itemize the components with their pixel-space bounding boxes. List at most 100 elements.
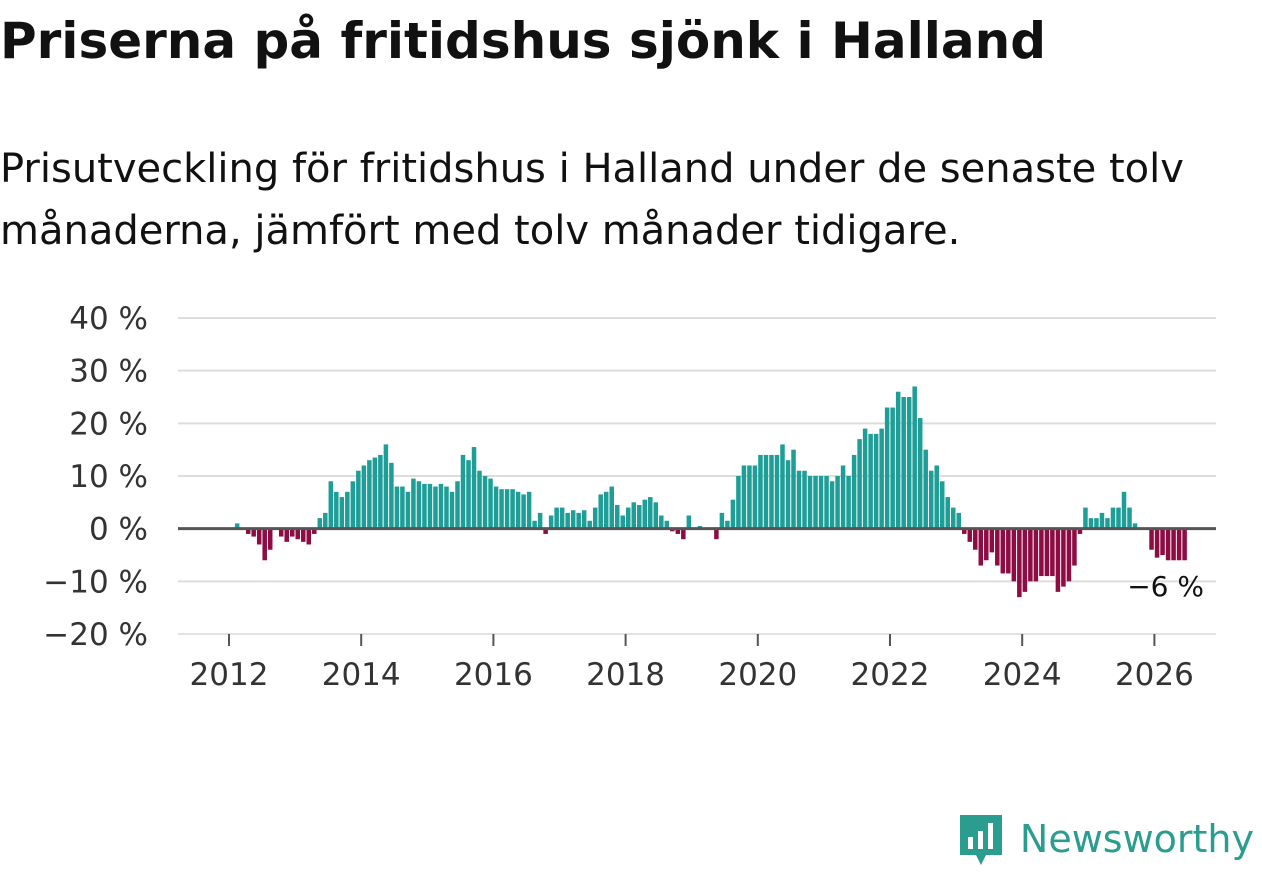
bar	[868, 433, 873, 529]
bar	[962, 528, 967, 534]
bar	[1083, 507, 1088, 529]
bar	[774, 454, 780, 529]
bar	[1011, 528, 1017, 582]
bar	[317, 518, 323, 529]
x-tick-label: 2026	[1115, 657, 1194, 693]
bar	[631, 502, 637, 529]
bar	[372, 457, 378, 529]
bar	[378, 454, 383, 529]
bar	[802, 470, 807, 529]
bar	[383, 444, 389, 529]
bar	[675, 528, 681, 534]
bar	[1121, 491, 1127, 529]
bar	[427, 483, 433, 529]
bar	[989, 528, 995, 553]
bar	[1132, 523, 1138, 529]
bar	[1050, 528, 1055, 577]
bar	[752, 465, 758, 529]
bar	[939, 481, 945, 529]
bar	[1044, 528, 1050, 577]
y-tick-label: 40 %	[69, 301, 148, 337]
bar	[598, 494, 603, 529]
newsworthy-logo-icon	[959, 815, 1002, 865]
bar	[807, 476, 813, 529]
bar	[504, 489, 510, 529]
bar	[499, 489, 504, 529]
bar	[306, 528, 312, 545]
bar	[714, 528, 719, 540]
bar	[466, 460, 471, 529]
bar	[785, 460, 791, 529]
brand-logo: Newsworthy	[956, 811, 1254, 867]
bar	[515, 491, 521, 529]
bar	[917, 418, 923, 529]
bar	[659, 515, 664, 529]
bar	[256, 528, 262, 545]
bar	[978, 528, 984, 566]
bar	[928, 470, 934, 529]
bar	[648, 497, 653, 529]
bar	[234, 523, 240, 529]
bar	[1105, 518, 1110, 529]
bar	[339, 497, 345, 529]
bar	[587, 520, 592, 529]
bar	[758, 454, 763, 529]
bar	[763, 454, 769, 529]
bar	[323, 512, 328, 529]
bar	[526, 491, 532, 529]
bar	[1033, 528, 1039, 582]
bar	[367, 460, 372, 529]
bar	[813, 476, 818, 529]
bar	[438, 483, 444, 529]
bar	[1176, 528, 1182, 561]
bar	[791, 449, 796, 529]
bar	[653, 502, 659, 529]
bar	[581, 510, 587, 529]
bar	[1171, 528, 1176, 561]
bar	[356, 470, 361, 529]
bar	[289, 528, 295, 537]
bar	[857, 439, 862, 529]
bar	[736, 476, 741, 529]
bar	[912, 386, 917, 529]
bar	[719, 512, 725, 529]
bar	[1110, 507, 1116, 529]
bar	[328, 481, 334, 529]
bar	[471, 447, 477, 529]
bar	[895, 391, 901, 529]
bar	[769, 454, 774, 529]
bar	[901, 397, 906, 529]
bar	[780, 444, 785, 529]
bar	[312, 528, 317, 534]
bar	[433, 486, 438, 529]
bar	[1088, 518, 1094, 529]
bar	[984, 528, 989, 561]
bar	[923, 449, 928, 529]
bar	[532, 520, 537, 529]
bar	[510, 489, 515, 529]
bar	[1006, 528, 1011, 574]
bar	[1165, 528, 1171, 561]
bar	[295, 528, 301, 540]
bar	[967, 528, 973, 542]
bar	[251, 528, 256, 537]
y-tick-label: −20 %	[43, 617, 148, 653]
bar	[389, 462, 394, 529]
bar	[824, 476, 829, 529]
bar	[1000, 528, 1006, 574]
bar	[741, 465, 747, 529]
bar	[350, 481, 356, 529]
bar	[626, 507, 631, 529]
bar	[493, 486, 499, 529]
bar	[548, 515, 554, 529]
bar	[521, 494, 526, 529]
bar	[565, 512, 570, 529]
bar	[995, 528, 1000, 566]
tick-labels: 40 % 30 % 20 % 10 % 0 % −10 % −20 % 2012 2014 201…	[43, 301, 1194, 693]
bar	[950, 507, 956, 529]
bar	[1017, 528, 1022, 598]
page-title: Priserna på fritidshus sjönk i Halland	[0, 12, 1046, 70]
bar	[411, 478, 416, 529]
bar	[934, 465, 939, 529]
bar	[1022, 528, 1028, 592]
